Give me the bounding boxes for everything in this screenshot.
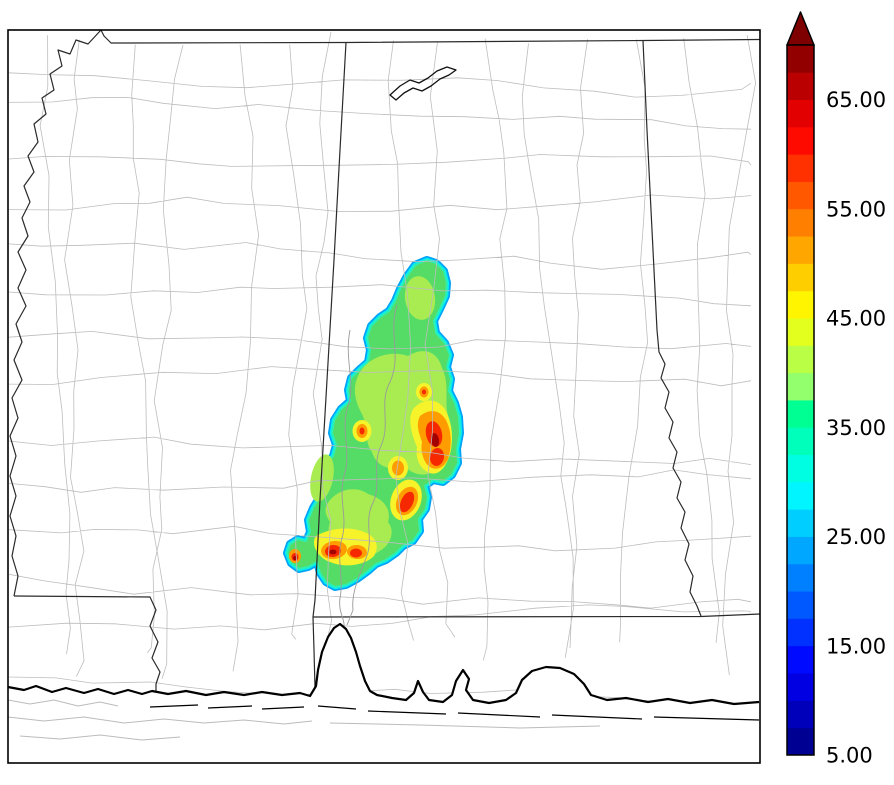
colorbar-extend-arrow: [786, 11, 815, 46]
contour-hotspot: [422, 389, 426, 395]
colorbar-segment: [787, 672, 814, 701]
rivers: [339, 304, 398, 627]
colorbar-frame: [786, 44, 815, 756]
colorbar-segment: [787, 181, 814, 210]
colorbar-segment: [787, 454, 814, 483]
contour-region: [310, 454, 334, 502]
contour-hotspot: [359, 427, 365, 435]
colorbar-tick-label: 45.00: [826, 307, 886, 331]
colorbar-segment: [787, 153, 814, 182]
state-border-mississippi-river: [9, 29, 102, 597]
colorbar-segment: [787, 290, 814, 319]
contour-hotspot-core: [430, 433, 440, 447]
colorbar-segment: [787, 699, 814, 729]
coastline: [7, 622, 760, 706]
barrier-islands: [149, 704, 760, 721]
colorbar-tick-label: 25.00: [826, 525, 886, 549]
colorbar-segment: [787, 399, 814, 428]
colorbar-segment: [787, 208, 814, 237]
colorbar-tick-label: 55.00: [826, 197, 886, 221]
state-border-florida-line: [312, 613, 761, 618]
colorbar-segment: [787, 344, 814, 374]
county-boundaries: [8, 31, 756, 711]
colorbar-tick-label: 65.00: [826, 88, 886, 112]
colorbar-segment: [787, 99, 814, 128]
colorbar-segment: [787, 317, 814, 346]
contour-region: [404, 276, 436, 320]
colorbar-segment: [787, 71, 814, 101]
colorbar: 5.00 15.00 25.00 35.00 45.00 55.00 65.00: [786, 11, 886, 768]
colorbar-segment: [787, 563, 814, 592]
colorbar-segment: [787, 372, 814, 401]
state-border-tennessee-line: [100, 29, 761, 44]
contour-hotspot: [350, 548, 362, 558]
colorbar-segment: [787, 727, 814, 756]
colorbar-segment: [787, 590, 814, 619]
colorbar-segment: [787, 645, 814, 674]
contour-hotspot-core: [329, 549, 337, 555]
plume-level-dark-red: [293, 433, 440, 560]
river-alabama: [346, 304, 398, 626]
colorbar-segment: [787, 44, 814, 73]
colorbar-tick-labels: 5.00 15.00 25.00 35.00 45.00 55.00 65.00: [826, 88, 886, 767]
plot-border: [7, 29, 761, 764]
contour-region: [392, 460, 404, 476]
contour-hotspot: [399, 491, 415, 513]
marsh-lines: [7, 699, 601, 741]
colorbar-gradient: [787, 44, 814, 756]
contour-hotspot-core: [293, 556, 297, 560]
tennessee-river: [389, 66, 457, 101]
state-border-alabama-georgia: [642, 40, 702, 617]
colorbar-segment: [787, 263, 814, 292]
colorbar-segment: [787, 618, 814, 647]
contour-plume: [287, 260, 460, 587]
state-border-mississippi-louisiana: [13, 595, 161, 692]
colorbar-segment: [787, 508, 814, 537]
colorbar-segment: [787, 126, 814, 155]
colorbar-tick-label: 5.00: [826, 744, 873, 768]
river-tombigbee: [339, 329, 352, 627]
colorbar-segment: [787, 235, 814, 264]
colorbar-tick-label: 35.00: [826, 416, 886, 440]
colorbar-segment: [787, 426, 814, 456]
colorbar-segment: [787, 536, 814, 565]
contour-hotspot: [429, 448, 445, 466]
state-boundaries: [9, 29, 761, 692]
colorbar-tick-label: 15.00: [826, 634, 886, 658]
state-border-alabama-mississippi: [312, 42, 347, 689]
colorbar-segment: [787, 481, 814, 510]
